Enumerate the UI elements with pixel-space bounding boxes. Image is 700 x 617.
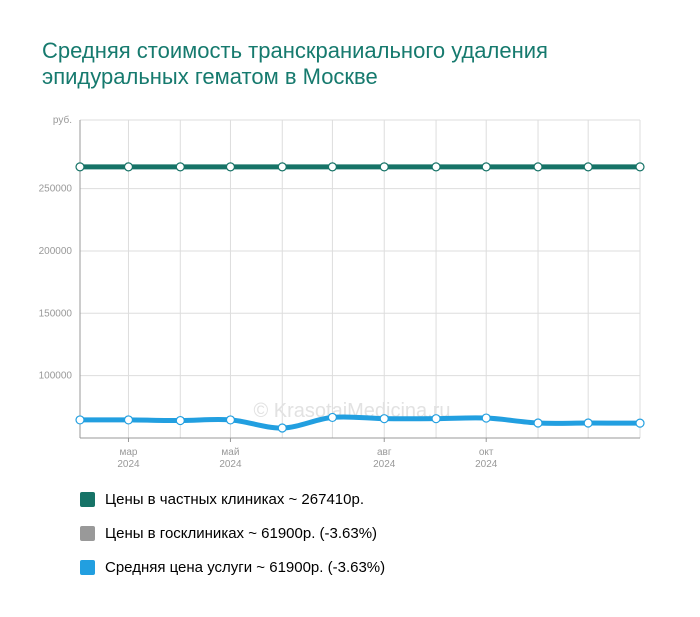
legend-item-private[interactable]: Цены в частных клиниках ~ 267410р. <box>80 488 640 510</box>
series-average-point <box>584 419 592 427</box>
series-average-point <box>76 416 84 424</box>
x-tick-label-month: мар <box>119 447 137 458</box>
series-average-point <box>226 416 234 424</box>
series-average-line <box>80 417 640 428</box>
legend-label-private: Цены в частных клиниках ~ 267410р. <box>105 491 364 508</box>
series-private-point <box>124 163 132 171</box>
series <box>76 163 644 432</box>
series-average-point <box>432 415 440 423</box>
series-average-point <box>482 414 490 422</box>
y-tick-label: 150000 <box>39 308 73 319</box>
x-tick-label-year: 2024 <box>219 459 242 470</box>
legend-label-public: Цены в госклиниках ~ 61900р. (-3.63%) <box>105 525 377 542</box>
series-average-point <box>328 413 336 421</box>
legend-swatch-average <box>80 560 95 575</box>
series-private-point <box>176 163 184 171</box>
series-private-point <box>226 163 234 171</box>
y-tick-label: 200000 <box>39 246 73 257</box>
series-private-point <box>636 163 644 171</box>
series-private-point <box>482 163 490 171</box>
series-private-point <box>380 163 388 171</box>
series-average-point <box>636 419 644 427</box>
series-private-point <box>278 163 286 171</box>
y-tick-label: 250000 <box>39 184 73 195</box>
legend-swatch-public <box>80 526 95 541</box>
series-average-point <box>278 424 286 432</box>
series-average-point <box>124 416 132 424</box>
series-average-point <box>176 417 184 425</box>
series-private-point <box>328 163 336 171</box>
series-average-point <box>534 419 542 427</box>
series-private-point <box>534 163 542 171</box>
x-tick-label-month: май <box>221 447 239 458</box>
y-tick-label: 100000 <box>39 371 73 382</box>
x-tick-label-year: 2024 <box>373 459 396 470</box>
series-average-point <box>380 415 388 423</box>
legend-swatch-private <box>80 492 95 507</box>
series-private-point <box>584 163 592 171</box>
y-axis-label: руб. <box>53 114 72 126</box>
x-tick-label-year: 2024 <box>475 459 498 470</box>
x-tick-label-month: окт <box>479 447 494 458</box>
x-tick-label-month: авг <box>377 447 392 458</box>
legend-item-public[interactable]: Цены в госклиниках ~ 61900р. (-3.63%) <box>80 522 640 544</box>
series-private-point <box>432 163 440 171</box>
x-tick-label-year: 2024 <box>117 459 140 470</box>
legend-item-average[interactable]: Средняя цена услуги ~ 61900р. (-3.63%) <box>80 556 640 578</box>
series-private-point <box>76 163 84 171</box>
legend-label-average: Средняя цена услуги ~ 61900р. (-3.63%) <box>105 559 385 576</box>
legend: Цены в частных клиниках ~ 267410р. Цены … <box>80 488 640 590</box>
